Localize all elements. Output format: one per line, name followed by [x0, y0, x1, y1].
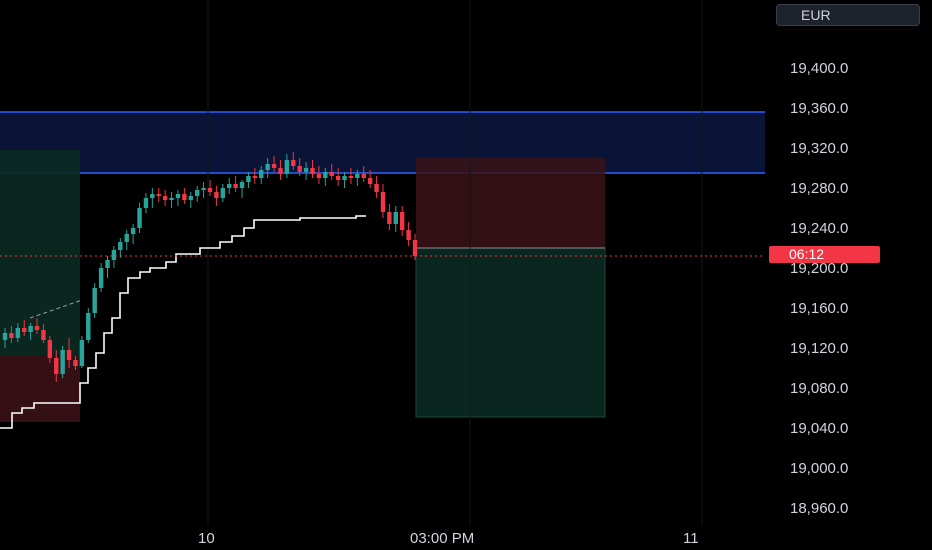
take-profit-zone — [415, 247, 606, 418]
candle-body — [271, 164, 277, 168]
candle-body — [41, 330, 46, 340]
candle-body — [137, 208, 142, 228]
lines-layer — [0, 215, 765, 429]
candle-body — [412, 240, 418, 256]
y-tick-label[interactable]: 19,320.0 — [790, 140, 848, 157]
candle-body — [393, 212, 398, 224]
current-price-tag: 06:12 — [769, 246, 880, 263]
trailing-stop-line — [0, 215, 366, 429]
candle-body — [380, 192, 386, 212]
y-tick-label[interactable]: 19,080.0 — [790, 380, 848, 397]
candle-body — [284, 160, 290, 174]
candle-body — [297, 166, 302, 172]
candle-body — [310, 168, 315, 174]
y-tick-label[interactable]: 19,000.0 — [790, 460, 848, 477]
candle-body — [265, 164, 270, 170]
candle-body — [54, 358, 59, 374]
candle-body — [227, 184, 232, 188]
candle-body — [86, 313, 91, 340]
candle-body — [291, 160, 296, 166]
candle-body — [303, 168, 309, 172]
candle-body — [220, 188, 226, 198]
y-tick-label[interactable]: 19,240.0 — [790, 220, 848, 237]
y-axis[interactable]: 19,400.0 19,360.0 19,320.0 19,280.0 19,240.0… — [790, 60, 848, 517]
y-tick-label[interactable]: 19,160.0 — [790, 300, 848, 317]
candle-body — [335, 176, 341, 180]
candle-body — [60, 350, 65, 374]
candle-body — [188, 196, 193, 200]
zones-layer — [0, 111, 765, 422]
candle-body — [239, 182, 245, 188]
candle-body — [98, 268, 104, 288]
candle-body — [111, 250, 117, 260]
candle-body — [79, 340, 85, 366]
supply-zone — [0, 112, 765, 173]
candle-body — [175, 194, 181, 198]
x-tick-label[interactable]: 03:00 PM — [410, 530, 474, 547]
candle-body — [252, 176, 258, 178]
candle-body — [28, 326, 33, 332]
past-target-zone — [0, 150, 80, 355]
y-tick-label[interactable]: 19,040.0 — [790, 420, 848, 437]
candle-body — [66, 350, 72, 360]
candle-body — [22, 328, 27, 332]
candle-body — [118, 242, 123, 250]
x-tick-label[interactable]: 10 — [198, 530, 215, 547]
x-axis[interactable]: 10 03:00 PM 11 — [198, 530, 699, 547]
y-tick-label[interactable]: 18,960.0 — [790, 500, 848, 517]
candle-body — [156, 194, 161, 196]
candle-body — [367, 178, 373, 184]
candle-body — [194, 190, 200, 196]
x-tick-label[interactable]: 11 — [683, 530, 699, 547]
candle-body — [233, 184, 238, 188]
candle-body — [374, 184, 379, 192]
candle-body — [207, 188, 213, 192]
currency-selector-button[interactable]: EUR — [776, 4, 920, 26]
candle-body — [329, 172, 334, 176]
candle-body — [316, 174, 322, 178]
past-stop-zone — [0, 355, 80, 422]
candle-body — [92, 288, 97, 313]
y-tick-label[interactable]: 19,120.0 — [790, 340, 848, 357]
grid-layer — [207, 0, 703, 525]
candle-body — [399, 212, 405, 230]
candle-body — [348, 176, 354, 178]
y-tick-label[interactable]: 19,360.0 — [790, 100, 848, 117]
candle-body — [182, 194, 187, 200]
y-tick-label[interactable]: 19,280.0 — [790, 180, 848, 197]
candle-body — [342, 176, 347, 180]
candle-body — [259, 170, 264, 178]
candles-layer — [2, 152, 418, 382]
candle-body — [169, 198, 174, 200]
candle-body — [73, 360, 78, 366]
candle-body — [124, 234, 129, 242]
trend-line — [29, 299, 83, 319]
y-tick-label[interactable]: 19,400.0 — [790, 60, 848, 77]
candle-body — [150, 194, 155, 198]
candle-body — [201, 188, 206, 190]
candle-body — [15, 328, 21, 338]
candle-body — [387, 212, 392, 224]
candle-body — [278, 168, 283, 174]
candle-body — [323, 172, 328, 178]
candle-body — [143, 198, 149, 208]
candle-body — [355, 174, 360, 178]
candle-body — [105, 260, 110, 268]
candle-body — [406, 230, 411, 240]
candle-body — [9, 333, 14, 338]
candle-body — [214, 192, 219, 198]
stop-loss-zone — [416, 158, 605, 248]
candle-body — [162, 196, 168, 200]
candle-body — [361, 174, 366, 178]
candle-body — [130, 228, 136, 234]
y-tick-label[interactable]: 19,200.0 — [790, 260, 848, 277]
candle-body — [246, 176, 251, 182]
candle-body — [47, 340, 53, 358]
candle-body — [34, 326, 40, 330]
candle-body — [2, 333, 8, 340]
